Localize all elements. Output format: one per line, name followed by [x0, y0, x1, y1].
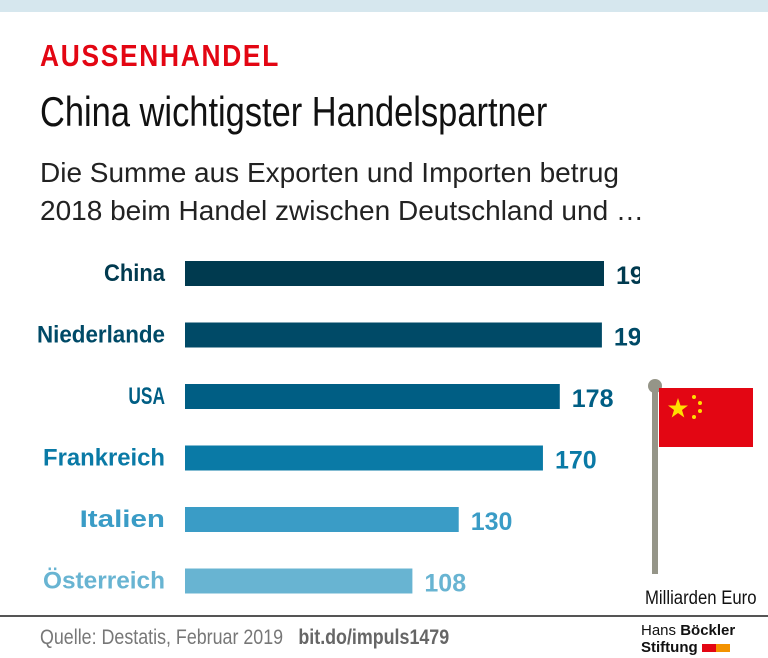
- chart-title: China wichtigster Handelspartner: [40, 88, 548, 135]
- value-label: 178: [572, 385, 614, 413]
- value-label: 199: [616, 262, 640, 290]
- logo-square-orange: [715, 644, 730, 652]
- logo-text: Hans: [641, 622, 677, 639]
- value-label: 130: [471, 508, 513, 536]
- logo-text: Böckler: [680, 622, 736, 639]
- logo: Hans Böckler Stiftung: [641, 622, 735, 656]
- flagpole-knob: [648, 379, 662, 393]
- source-link[interactable]: bit.do/impuls1479: [298, 626, 450, 649]
- source-text: Quelle: Destatis, Februar 2019: [40, 626, 284, 649]
- source: Quelle: Destatis, Februar 2019 bit.do/imp…: [40, 626, 449, 650]
- bar-4: [185, 507, 459, 532]
- bar-1: [185, 322, 602, 348]
- subtitle-line: Die Summe aus Exporten und Importen betr…: [40, 157, 619, 188]
- china-flag-icon: [659, 388, 753, 447]
- category-label: China: [104, 260, 166, 287]
- category-label: Niederlande: [37, 322, 165, 349]
- bar-3: [185, 445, 543, 471]
- flagpole: [652, 384, 658, 574]
- value-label: 108: [424, 570, 466, 598]
- bar-0: [185, 261, 604, 286]
- logo-text: Stiftung: [641, 639, 698, 656]
- kicker: AUSSENHANDEL: [40, 38, 281, 73]
- chart-subtitle: Die Summe aus Exporten und Importen betr…: [40, 154, 644, 230]
- value-label: 198: [614, 324, 640, 352]
- bar-5: [185, 568, 413, 594]
- value-label: 170: [555, 447, 597, 475]
- logo-square-red: [701, 644, 716, 652]
- unit-label: Milliarden Euro: [645, 588, 757, 609]
- bar-2: [185, 384, 560, 409]
- category-label: Italien: [80, 506, 165, 533]
- category-label: Österreich: [43, 568, 165, 595]
- subtitle-line: 2018 beim Handel zwischen Deutschland un…: [40, 195, 644, 226]
- bar-chart: China 199 Niederlande 198 USA 178 Frankreich 17…: [37, 260, 640, 598]
- category-label: USA: [128, 383, 165, 410]
- category-label: Frankreich: [43, 445, 165, 472]
- top-strip: [0, 0, 768, 12]
- divider: [0, 615, 768, 617]
